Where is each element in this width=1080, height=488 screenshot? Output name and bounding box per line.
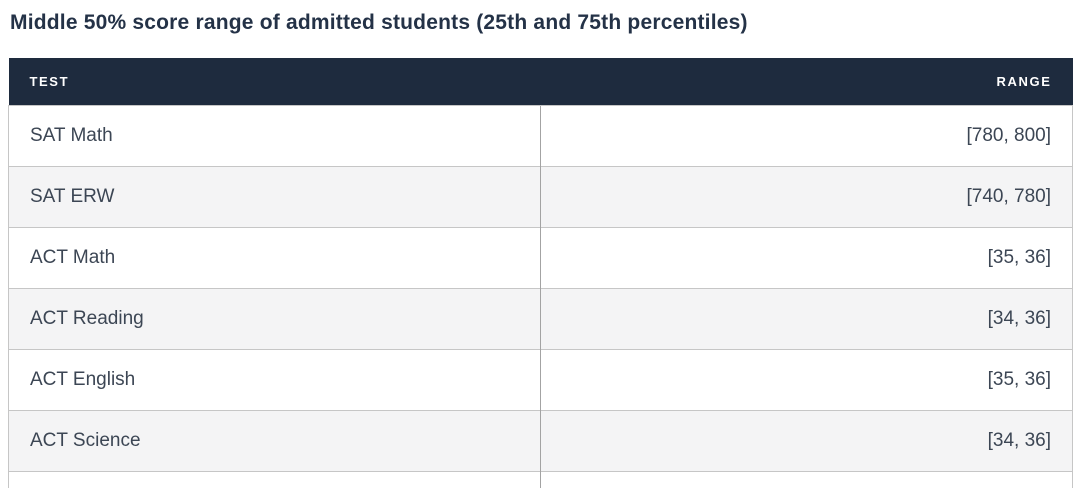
test-cell: ACT English <box>8 348 541 411</box>
table-body: SAT Math [780, 800] SAT ERW [740, 780] ACT M… <box>8 104 1073 472</box>
test-cell: ACT Math <box>8 226 541 289</box>
table-row: ACT Reading [34, 36] <box>8 287 1073 350</box>
test-cell: SAT ERW <box>8 165 541 228</box>
table-header: TEST RANGE <box>8 58 1073 106</box>
range-cell: [740, 780] <box>540 165 1073 228</box>
test-cell: ACT Science <box>8 409 541 472</box>
table-row: ACT Math [35, 36] <box>8 226 1073 289</box>
page-title: Middle 50% score range of admitted stude… <box>10 11 748 34</box>
table-row: SAT ERW [740, 780] <box>8 165 1073 228</box>
test-cell: ACT Reading <box>8 287 541 350</box>
range-cell: [780, 800] <box>540 104 1073 167</box>
range-cell: [34, 36] <box>540 287 1073 350</box>
table-row: ACT English [35, 36] <box>8 348 1073 411</box>
range-cell: [34, 36] <box>540 409 1073 472</box>
score-range-table: TEST RANGE SAT Math [780, 800] SAT ERW [740… <box>8 58 1073 488</box>
table-row: ACT Science [34, 36] <box>8 409 1073 472</box>
table-header-row: TEST RANGE <box>8 58 1073 106</box>
table-row: SAT Math [780, 800] <box>8 104 1073 167</box>
test-cell: SAT Math <box>8 104 541 167</box>
range-cell-partial <box>540 470 1073 488</box>
table-partial-row-container <box>8 470 1073 488</box>
table-row-partial <box>8 470 1073 488</box>
range-cell: [35, 36] <box>540 226 1073 289</box>
test-cell-partial <box>8 470 541 488</box>
column-header-range: RANGE <box>540 58 1073 106</box>
column-header-test: TEST <box>8 58 541 106</box>
range-cell: [35, 36] <box>540 348 1073 411</box>
